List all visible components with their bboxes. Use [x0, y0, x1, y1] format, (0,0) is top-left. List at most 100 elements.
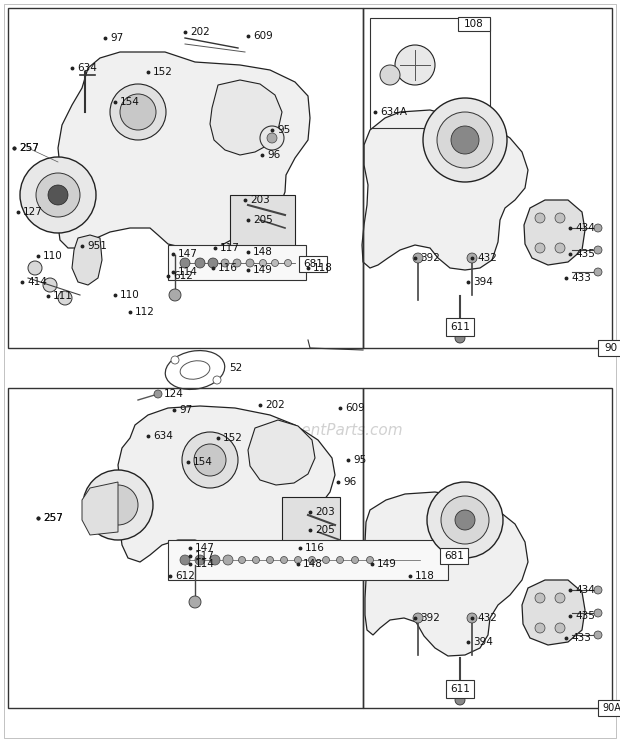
Circle shape — [555, 623, 565, 633]
Text: 202: 202 — [265, 400, 285, 410]
Circle shape — [120, 94, 156, 130]
Text: 114: 114 — [178, 267, 198, 277]
Circle shape — [194, 444, 226, 476]
Bar — [299, 256, 327, 272]
Bar — [168, 540, 448, 580]
Circle shape — [252, 556, 260, 563]
Circle shape — [455, 510, 475, 530]
Bar — [282, 497, 340, 542]
Text: 95: 95 — [277, 125, 290, 135]
Circle shape — [189, 596, 201, 608]
Text: 609: 609 — [253, 31, 273, 41]
Text: 432: 432 — [477, 613, 497, 623]
Circle shape — [413, 253, 423, 263]
Circle shape — [213, 376, 221, 384]
Circle shape — [594, 246, 602, 254]
Text: 97: 97 — [179, 405, 192, 415]
Text: 124: 124 — [164, 389, 184, 399]
Text: 152: 152 — [223, 433, 243, 443]
Circle shape — [380, 65, 400, 85]
Circle shape — [110, 84, 166, 140]
Text: 97: 97 — [110, 33, 123, 43]
Circle shape — [195, 258, 205, 268]
Polygon shape — [72, 235, 102, 285]
Text: 432: 432 — [477, 253, 497, 263]
Circle shape — [467, 613, 477, 623]
Polygon shape — [524, 200, 585, 265]
Bar — [230, 195, 295, 250]
Polygon shape — [58, 52, 310, 248]
Text: 117: 117 — [220, 243, 240, 253]
Circle shape — [441, 496, 489, 544]
Text: 433: 433 — [571, 633, 591, 643]
Circle shape — [246, 259, 254, 267]
Circle shape — [28, 261, 42, 275]
Text: 434: 434 — [575, 223, 595, 233]
Text: 96: 96 — [267, 150, 280, 160]
Ellipse shape — [180, 361, 210, 379]
Circle shape — [260, 126, 284, 150]
Text: 95: 95 — [353, 455, 366, 465]
Text: 118: 118 — [415, 571, 435, 581]
Circle shape — [594, 631, 602, 639]
Text: eReplacementParts.com: eReplacementParts.com — [216, 422, 404, 438]
Circle shape — [427, 482, 503, 558]
Text: 681: 681 — [303, 259, 323, 269]
Text: 205: 205 — [253, 215, 273, 225]
Circle shape — [455, 333, 465, 343]
Text: 392: 392 — [420, 613, 440, 623]
Circle shape — [467, 253, 477, 263]
Circle shape — [535, 623, 545, 633]
Bar — [458, 17, 490, 31]
Circle shape — [594, 586, 602, 594]
Text: 149: 149 — [377, 559, 397, 569]
Polygon shape — [248, 420, 315, 485]
Circle shape — [594, 268, 602, 276]
Circle shape — [455, 695, 465, 705]
Bar — [598, 700, 620, 716]
Text: 110: 110 — [120, 290, 140, 300]
Circle shape — [154, 390, 162, 398]
Text: 203: 203 — [250, 195, 270, 205]
Circle shape — [395, 45, 435, 85]
Polygon shape — [362, 110, 528, 270]
Bar — [8, 388, 363, 708]
Circle shape — [223, 555, 233, 565]
Circle shape — [43, 278, 57, 292]
Text: 435: 435 — [575, 249, 595, 259]
Circle shape — [180, 258, 190, 268]
Polygon shape — [365, 492, 528, 656]
Text: 257: 257 — [43, 513, 63, 523]
Text: 392: 392 — [420, 253, 440, 263]
Text: 147: 147 — [178, 249, 198, 259]
Text: 394: 394 — [473, 637, 493, 647]
Text: 154: 154 — [193, 457, 213, 467]
Text: 116: 116 — [218, 263, 238, 273]
Circle shape — [267, 133, 277, 143]
Circle shape — [98, 485, 138, 525]
Bar — [8, 8, 363, 348]
Text: 127: 127 — [23, 207, 43, 217]
Circle shape — [535, 593, 545, 603]
Circle shape — [58, 291, 72, 305]
Circle shape — [451, 126, 479, 154]
Circle shape — [180, 555, 190, 565]
Circle shape — [48, 185, 68, 205]
Circle shape — [260, 260, 267, 266]
Circle shape — [337, 556, 343, 563]
Text: 90: 90 — [604, 343, 617, 353]
Bar — [370, 18, 490, 128]
Text: 147: 147 — [195, 543, 215, 553]
Circle shape — [182, 432, 238, 488]
Text: 112: 112 — [135, 307, 155, 317]
Text: 435: 435 — [575, 611, 595, 621]
Text: 152: 152 — [153, 67, 173, 77]
Circle shape — [233, 259, 241, 267]
Circle shape — [555, 593, 565, 603]
Text: 612: 612 — [173, 271, 193, 281]
Circle shape — [208, 258, 218, 268]
Text: 110: 110 — [43, 251, 63, 261]
Text: 148: 148 — [303, 559, 323, 569]
Text: 414: 414 — [27, 277, 47, 287]
Text: 611: 611 — [450, 684, 470, 694]
